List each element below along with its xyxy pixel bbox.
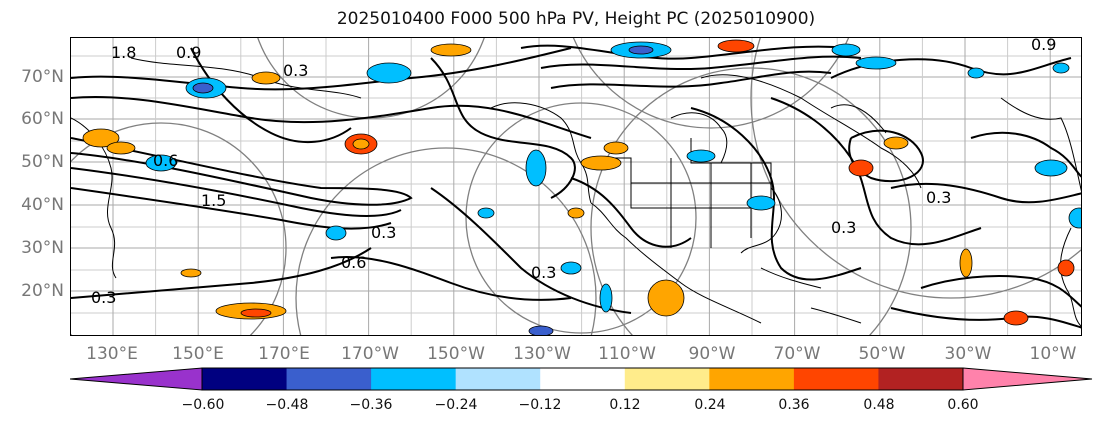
colorbar-segment [793,368,879,390]
contour-labels: 1.8 0.9 0.3 0.6 1.5 0.3 0.3 0.3 0.6 0.3 … [91,38,1056,307]
lat-label: 40°N [21,195,64,215]
graticule-meridians [112,38,1051,335]
contour-label: 0.3 [926,188,951,207]
colorbar-outline [201,367,964,391]
colorbar-tick-label: −0.24 [434,397,478,413]
lon-label: 170°E [258,344,310,364]
contour-label: 0.3 [91,288,116,307]
colorbar-tick-label: 0.24 [694,397,726,413]
page-title: 2025010400 F000 500 hPa PV, Height PC (2… [336,9,816,29]
colorbar-tick-label: 0.60 [947,397,979,413]
contour-label: 0.3 [831,218,856,237]
contour-label: 0.9 [176,43,201,62]
pv-anomaly-shading [82,39,1081,335]
colorbar-extend-max [962,367,1093,391]
colorbar-tick-label: −0.12 [518,397,562,413]
colorbar-tick-label: 0.36 [778,397,810,413]
lat-label: 60°N [21,109,64,129]
colorbar-segment [286,368,372,390]
contour-label: 0.3 [371,223,396,242]
contour-label: 1.5 [201,191,226,210]
contour-label: 0.3 [531,263,556,282]
colorbar-segment [371,368,457,390]
colorbar-segment [202,368,288,390]
contour-label: 0.9 [1031,38,1056,54]
lon-label: 130°W [513,344,571,364]
lon-label: 30°W [944,344,992,364]
height-contours [71,44,1081,329]
colorbar-tick-label: −0.60 [181,397,225,413]
colorbar-segment [540,368,626,390]
lat-label: 70°N [21,67,64,87]
lon-label: 70°W [773,344,821,364]
lon-label: 10°W [1029,344,1077,364]
colorbar [70,367,1093,391]
lon-label: 130°E [86,344,138,364]
lat-label: 20°N [21,281,64,301]
contour-label: 0.6 [341,253,366,272]
colorbar-tick-label: −0.36 [349,397,393,413]
lon-label: 110°W [598,344,656,364]
colorbar-tick-label: 0.12 [609,397,641,413]
colorbar-tick-label: −0.48 [265,397,309,413]
lat-label: 50°N [21,152,64,172]
colorbar-segment [709,368,795,390]
contour-label: 0.3 [283,61,308,80]
lon-label: 150°W [427,344,485,364]
map-canvas: 1.8 0.9 0.3 0.6 1.5 0.3 0.3 0.3 0.6 0.3 … [71,38,1081,335]
lon-label: 150°E [172,344,224,364]
colorbar-tick-label: 0.48 [863,397,895,413]
contour-label: 1.8 [111,43,136,62]
colorbar-extend-min [70,367,203,391]
lon-label: 50°W [858,344,906,364]
lat-label: 30°N [21,238,64,258]
map-panel[interactable]: 1.8 0.9 0.3 0.6 1.5 0.3 0.3 0.3 0.6 0.3 … [70,37,1082,336]
colorbar-segment [878,368,964,390]
contour-label: 0.6 [153,151,178,170]
lon-label: 170°W [341,344,399,364]
colorbar-segment [624,368,710,390]
lon-label: 90°W [688,344,736,364]
colorbar-segment [455,368,541,390]
